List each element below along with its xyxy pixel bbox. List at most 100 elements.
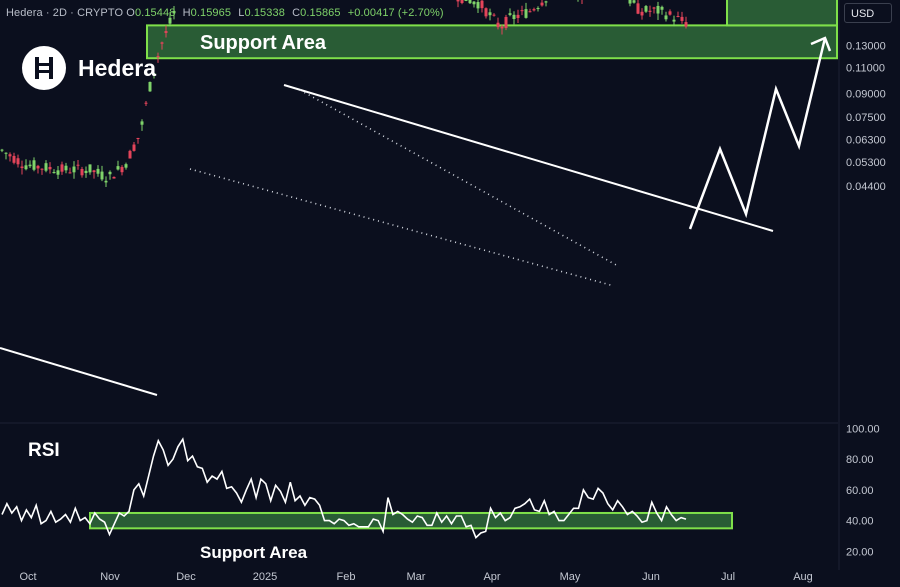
candle-body (168, 17, 172, 24)
candle-body (468, 0, 472, 4)
rsi-line (1, 437, 687, 539)
candle-body (116, 166, 120, 170)
candle-body (536, 8, 540, 10)
candle-body (472, 1, 476, 5)
candle-body (80, 168, 84, 176)
candle-body (124, 164, 128, 168)
rsi-title: RSI (28, 440, 60, 461)
rsi-tick-label: 100.00 (846, 423, 880, 435)
candle-body (64, 165, 68, 171)
rsi-tick-label: 40.00 (846, 516, 874, 528)
time-tick-label: Aug (793, 571, 813, 583)
candle-body (660, 6, 664, 10)
candle-body (72, 166, 76, 173)
candle-body (632, 0, 636, 3)
currency-button[interactable]: USD (844, 3, 892, 23)
candle-body (112, 176, 116, 179)
time-tick-label: Apr (483, 571, 500, 583)
high-value: 0.15965 (190, 7, 232, 19)
price-tick-label: 0.07500 (846, 112, 886, 124)
time-tick-label: Nov (100, 571, 120, 583)
rsi-tick-label: 80.00 (846, 454, 874, 466)
candle-body (28, 164, 32, 167)
candle-body (92, 170, 96, 173)
support-area-label: Support Area (200, 32, 327, 54)
candle-body (0, 149, 4, 151)
open-label: O (126, 7, 135, 19)
time-tick-label: May (560, 571, 581, 583)
candle-body (60, 164, 64, 172)
candle-body (20, 166, 24, 169)
projection-arrow-head (810, 36, 832, 52)
candle-body (140, 121, 144, 125)
change-value: +0.00417 (+2.70%) (347, 7, 444, 19)
price-tick-label: 0.06300 (846, 135, 886, 147)
target-zone-box (726, 0, 838, 27)
candle-body (516, 14, 520, 18)
candle-body (76, 164, 80, 166)
candle-body (456, 0, 460, 2)
candle-body (136, 137, 140, 139)
ticker-bar: Hedera · 2D · CRYPTO O0.15448 H0.15965 L… (6, 7, 444, 19)
candle-body (48, 166, 52, 170)
candle-body (36, 165, 40, 169)
time-tick-label: Mar (407, 571, 426, 583)
candle-body (84, 170, 88, 173)
candle-body (104, 180, 108, 183)
candle-body (628, 0, 632, 4)
candle-body (120, 166, 124, 173)
logo: Hedera (22, 46, 156, 90)
candle-body (156, 56, 160, 58)
candle-body (664, 15, 668, 20)
close-value: 0.15865 (300, 7, 341, 19)
candle-body (108, 171, 112, 175)
candle-body (44, 163, 48, 171)
candle-body (12, 155, 16, 163)
price-tick-label: 0.04400 (846, 181, 886, 193)
trendline-early (0, 347, 158, 396)
candle-body (644, 6, 648, 12)
candle-body (540, 2, 544, 6)
rsi-tick-label: 20.00 (846, 546, 874, 558)
candle-body (484, 8, 488, 17)
candle-body (4, 152, 8, 154)
time-tick-label: Jul (721, 571, 735, 583)
candle-body (464, 0, 468, 1)
candle-body (172, 10, 176, 14)
candle-body (476, 2, 480, 9)
projection-path (688, 37, 827, 230)
candle-body (460, 0, 464, 4)
candle-body (652, 7, 656, 9)
candle-body (32, 160, 36, 170)
candle-body (672, 19, 676, 22)
candle-body (144, 102, 148, 104)
low-value: 0.15338 (244, 7, 285, 19)
symbol-label: Hedera · 2D · CRYPTO (6, 7, 124, 19)
candle-body (508, 13, 512, 15)
low-label: L (238, 7, 245, 19)
candle-body (40, 168, 44, 170)
dotted-channel-lower (189, 168, 615, 287)
candle-body (152, 73, 156, 75)
candle-body (520, 10, 524, 12)
time-tick-label: 2025 (253, 571, 277, 583)
candle-body (504, 16, 508, 29)
dotted-channel-upper (299, 89, 619, 267)
candle-body (160, 42, 164, 44)
price-tick-label: 0.09000 (846, 88, 886, 100)
candle-body (680, 16, 684, 21)
candle-body (16, 158, 20, 165)
time-tick-label: Jun (642, 571, 660, 583)
close-label: C (292, 7, 301, 19)
candle-body (640, 11, 644, 16)
candle-body (496, 22, 500, 28)
time-tick-label: Oct (19, 571, 36, 583)
candles-group (0, 0, 688, 188)
rsi-tick-label: 60.00 (846, 485, 874, 497)
time-tick-label: Dec (176, 571, 196, 583)
candle-body (132, 144, 136, 151)
candle-body (88, 164, 92, 173)
candle-body (636, 3, 640, 14)
candle-body (492, 14, 496, 16)
